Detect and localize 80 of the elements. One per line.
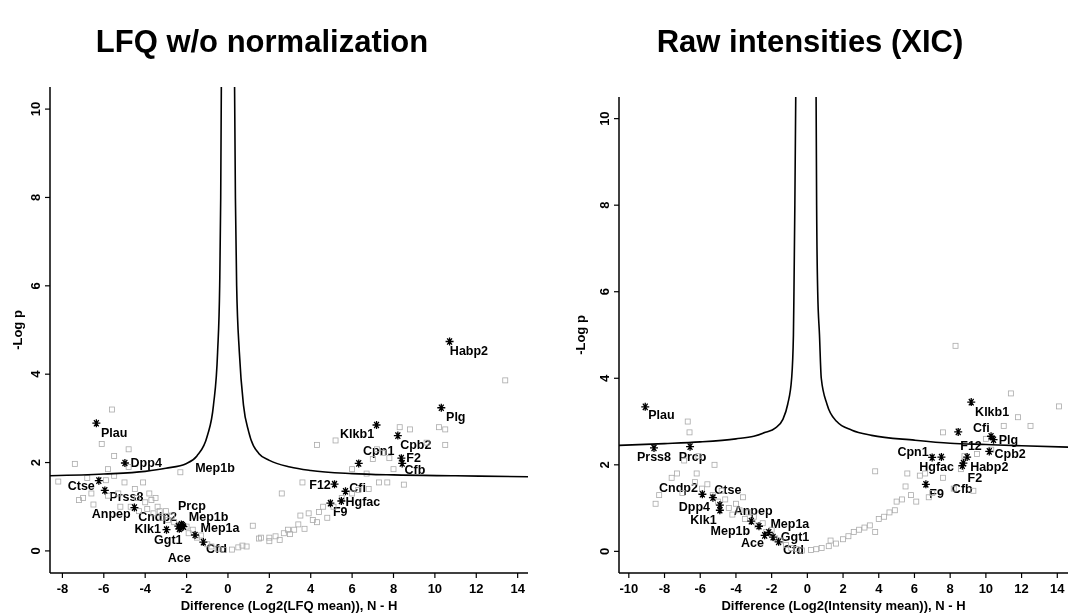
annotation: F9 (929, 486, 944, 501)
x-tick-label: 14 (1050, 581, 1066, 596)
x-tick-label: 4 (875, 581, 884, 596)
annotation: Cfi (973, 420, 990, 435)
x-tick-label: 14 (510, 581, 526, 596)
annotation: Ctse (67, 479, 95, 494)
annotation: Mep1b (195, 461, 236, 476)
y-tick-label: 4 (28, 369, 43, 378)
annotation: Ace (167, 550, 191, 565)
x-tick-label: -4 (139, 581, 152, 596)
annotation: Cfi (349, 480, 367, 495)
annotation: Plg (446, 410, 466, 425)
annotation: Prcp (678, 450, 707, 465)
x-tick-label: 8 (389, 581, 398, 596)
chart-title: Raw intensities (XIC) (656, 24, 964, 59)
y-tick-label: 2 (28, 458, 43, 467)
y-tick-label: 2 (597, 461, 612, 469)
x-tick-label: -2 (765, 581, 778, 596)
annotation: Cndp2 (659, 480, 698, 495)
x-axis-title: Difference (Log2(LFQ mean)), N - H (180, 598, 398, 613)
annotation: Plau (100, 426, 128, 441)
annotation: Habp2 (449, 343, 489, 358)
annotation: Plau (648, 408, 675, 423)
y-tick-label: 6 (28, 282, 43, 290)
x-tick-label: 10 (427, 581, 443, 596)
annotation: Ggt1 (780, 530, 810, 545)
annotation: Ctse (714, 483, 742, 498)
x-tick-label: 8 (946, 581, 954, 596)
annotation: Anpep (733, 503, 773, 518)
y-axis-title: -Log p (10, 310, 25, 350)
annotation: Klkb1 (340, 427, 375, 442)
annotation: Cfd (206, 541, 227, 556)
annotation: Klk1 (690, 512, 717, 527)
x-tick-label: 12 (1014, 581, 1029, 596)
x-tick-label: -8 (658, 581, 671, 596)
x-tick-label: -4 (730, 581, 743, 596)
chart-title: LFQ w/o normalization (95, 24, 429, 59)
x-tick-label: -2 (180, 581, 193, 596)
x-tick-label: 6 (910, 581, 919, 596)
annotation: Cfb (404, 463, 426, 478)
y-tick-label: 8 (28, 193, 43, 202)
y-tick-label: 10 (28, 101, 43, 117)
x-tick-label: 6 (348, 581, 356, 596)
y-tick-label: 6 (597, 288, 612, 296)
x-tick-label: 0 (224, 581, 232, 596)
annotation: Hgfac (919, 460, 955, 475)
annotation: Cpb2 (994, 447, 1026, 462)
annotation: F2 (406, 451, 421, 466)
x-tick-label: 0 (803, 581, 811, 596)
y-tick-label: 0 (597, 547, 612, 555)
y-tick-label: 10 (597, 111, 612, 126)
annotation: Mep1a (770, 517, 811, 531)
x-tick-label: -10 (619, 581, 639, 596)
annotation: Dpp4 (678, 500, 711, 515)
annotation: Cpn1 (363, 443, 395, 458)
annotation: Prss8 (109, 489, 144, 504)
annotation: Cpn1 (897, 444, 929, 459)
annotation: F9 (332, 505, 348, 520)
x-tick-label: 12 (469, 581, 484, 596)
y-tick-label: 4 (597, 373, 612, 382)
y-axis-title: -Log p (573, 315, 588, 355)
annotation: Plg (998, 433, 1019, 448)
x-axis-title: Difference (Log2(Intensity mean)), N - H (721, 598, 966, 613)
y-tick-label: 0 (28, 547, 43, 555)
x-tick-label: -6 (98, 581, 110, 596)
annotation: Cpb2 (400, 437, 432, 452)
x-tick-label: 2 (839, 581, 847, 596)
annotation: Cndp2 (138, 509, 178, 524)
annotation: Dpp4 (130, 456, 162, 471)
x-tick-label: 4 (307, 581, 316, 596)
x-tick-label: -6 (694, 581, 707, 596)
annotation: Hgfac (345, 494, 381, 509)
annotation: Prss8 (636, 450, 672, 465)
x-tick-label: 2 (265, 581, 273, 596)
x-tick-label: -8 (56, 581, 69, 596)
x-tick-label: 10 (978, 581, 994, 596)
y-tick-label: 8 (597, 201, 612, 209)
annotation: Klkb1 (975, 404, 1010, 419)
annotation: F12 (309, 477, 331, 492)
annotation: Anpep (91, 507, 132, 522)
